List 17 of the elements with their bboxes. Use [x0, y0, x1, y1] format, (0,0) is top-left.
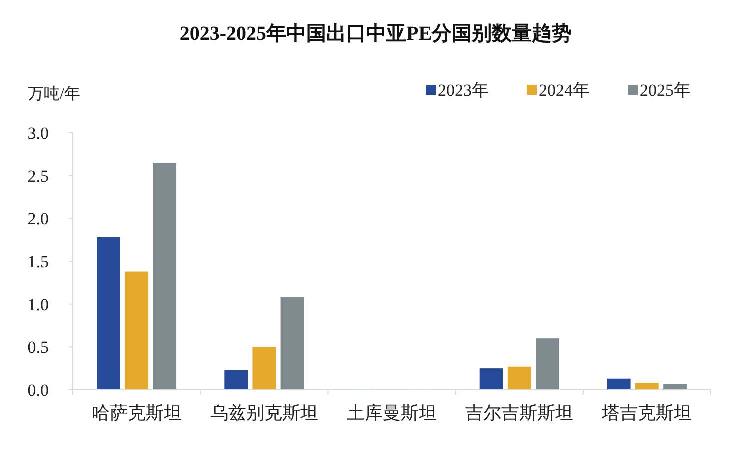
- x-tick-label: 土库曼斯坦: [347, 403, 437, 423]
- y-tick-label: 1.5: [28, 252, 49, 272]
- x-tick-label: 塔吉克斯坦: [602, 403, 692, 423]
- legend-label: 2023年: [438, 81, 489, 100]
- legend-label: 2025年: [640, 81, 691, 100]
- y-tick-label: 2.5: [28, 166, 49, 186]
- x-tick-label: 哈萨克斯坦: [92, 403, 182, 423]
- y-tick-label: 0.0: [28, 381, 49, 400]
- y-tick-label: 3.0: [28, 124, 49, 143]
- title: 2023-2025年中国出口中亚PE分国别数量趋势: [180, 23, 572, 45]
- x-tick-label: 吉尔吉斯斯坦: [466, 403, 574, 423]
- y-tick-label: 1.0: [28, 295, 49, 314]
- y-tick-label: 0.5: [28, 338, 49, 358]
- y-tick-label: 2.0: [28, 210, 49, 229]
- x-tick-label: 乌兹别克斯坦: [210, 403, 318, 423]
- legend-label: 2024年: [539, 81, 590, 100]
- y-axis-title: 万吨/年: [28, 86, 80, 103]
